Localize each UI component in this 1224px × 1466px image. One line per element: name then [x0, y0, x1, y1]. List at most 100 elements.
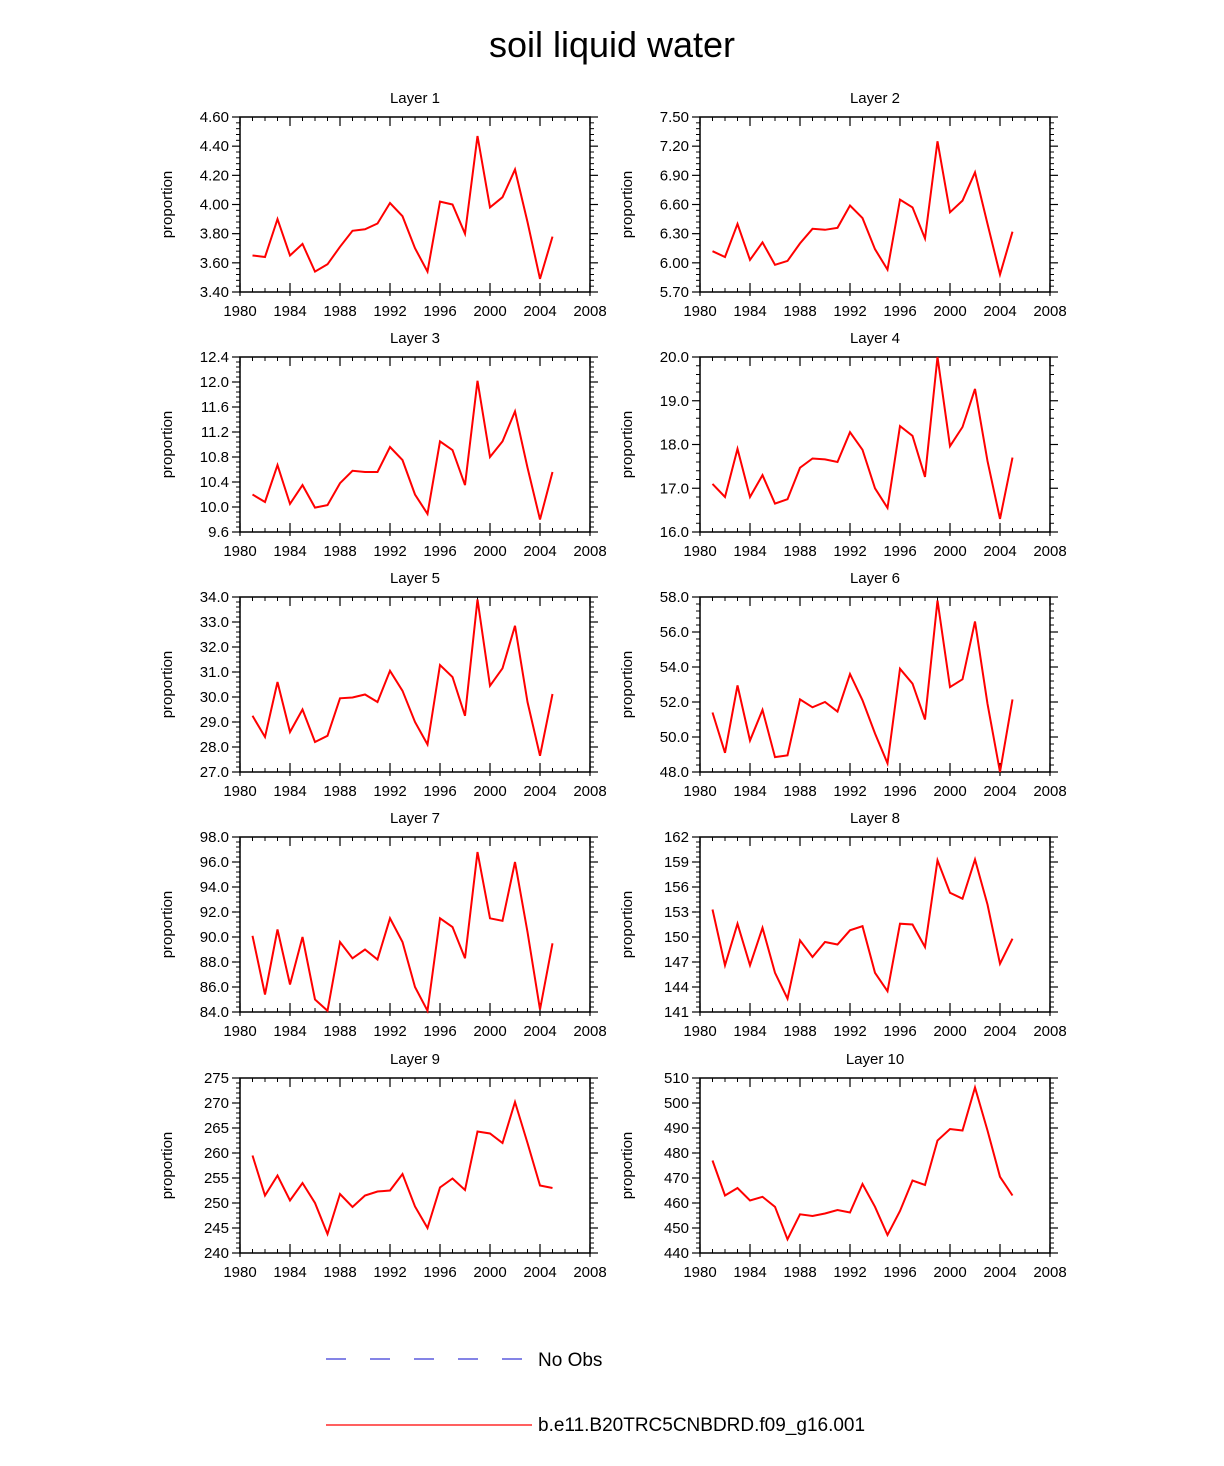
y-axis-label: proportion [619, 171, 636, 239]
x-tick-label: 1988 [323, 1264, 356, 1281]
y-tick-label: 52.0 [660, 694, 689, 711]
y-tick-label: 20.0 [660, 349, 689, 366]
x-tick-label: 1996 [883, 783, 916, 800]
x-tick-label: 2000 [933, 1264, 966, 1281]
x-tick-label: 1996 [423, 783, 456, 800]
panel-layer-9: Layer 9 proportion 1980 1984 1988 1992 1996 200… [159, 1051, 607, 1281]
y-axis-label: proportion [159, 1132, 176, 1200]
x-tick-label: 1984 [733, 543, 766, 560]
x-tick-label: 1984 [733, 1023, 766, 1040]
x-tick-label: 2004 [523, 1264, 556, 1281]
x-tick-label: 1992 [833, 1264, 866, 1281]
x-tick-label: 1992 [373, 303, 406, 320]
y-tick-label: 90.0 [200, 929, 229, 946]
x-tick-label: 2000 [933, 543, 966, 560]
x-tick-label: 2000 [473, 1023, 506, 1040]
y-tick-label: 54.0 [660, 659, 689, 676]
series-line-model [711, 1083, 1014, 1242]
y-tick-label: 10.8 [200, 449, 229, 466]
series-line-model [251, 599, 554, 757]
y-tick-label: 17.0 [660, 480, 689, 497]
x-tick-label: 1996 [423, 303, 456, 320]
x-tick-label: 1984 [733, 783, 766, 800]
y-tick-label: 490 [664, 1120, 689, 1137]
y-tick-label: 33.0 [200, 614, 229, 631]
panel-layer-3: Layer 3 proportion 1980 1984 1988 1992 1996 200… [159, 330, 607, 560]
y-tick-label: 32.0 [200, 639, 229, 656]
plot-frame [239, 1077, 591, 1254]
panel-title: Layer 9 [390, 1051, 440, 1068]
legend: No Obs b.e11.B20TRC5CNBDRD.f09_g16.001 [326, 1350, 865, 1436]
x-tick-label: 1996 [423, 543, 456, 560]
y-tick-label: 12.4 [200, 349, 229, 366]
x-tick-label: 2000 [473, 1264, 506, 1281]
x-tick-label: 1984 [273, 783, 306, 800]
y-tick-label: 92.0 [200, 904, 229, 921]
panel-title: Layer 8 [850, 810, 900, 827]
plot-frame [699, 836, 1051, 1013]
y-tick-label: 56.0 [660, 624, 689, 641]
y-tick-label: 7.50 [660, 109, 689, 126]
y-tick-label: 10.0 [200, 499, 229, 516]
x-tick-label: 1984 [273, 303, 306, 320]
x-tick-label: 2004 [983, 543, 1016, 560]
y-tick-label: 4.60 [200, 109, 229, 126]
y-tick-label: 500 [664, 1095, 689, 1112]
y-tick-label: 6.30 [660, 226, 689, 243]
x-tick-label: 2008 [573, 543, 606, 560]
x-tick-label: 1980 [683, 303, 716, 320]
x-tick-label: 1988 [323, 303, 356, 320]
y-tick-label: 4.20 [200, 167, 229, 184]
panels: Layer 1 proportion 1980 1984 1988 1992 1996 200… [159, 90, 1067, 1281]
legend-model-label: b.e11.B20TRC5CNBDRD.f09_g16.001 [538, 1415, 865, 1436]
x-tick-label: 2000 [933, 303, 966, 320]
x-tick-label: 2004 [523, 543, 556, 560]
x-tick-label: 1992 [833, 543, 866, 560]
y-tick-label: 3.80 [200, 226, 229, 243]
panel-title: Layer 5 [390, 570, 440, 587]
x-tick-label: 1992 [373, 1264, 406, 1281]
y-tick-label: 12.0 [200, 374, 229, 391]
x-tick-label: 1980 [223, 303, 256, 320]
y-tick-label: 255 [204, 1170, 229, 1187]
y-axis-label: proportion [159, 411, 176, 479]
x-tick-label: 2008 [573, 1264, 606, 1281]
y-tick-label: 3.40 [200, 284, 229, 301]
panel-title: Layer 4 [850, 330, 900, 347]
x-tick-label: 1992 [373, 543, 406, 560]
y-tick-label: 9.6 [208, 524, 229, 541]
x-tick-label: 1988 [323, 543, 356, 560]
x-tick-label: 2000 [933, 1023, 966, 1040]
x-tick-label: 2000 [473, 783, 506, 800]
y-tick-label: 480 [664, 1145, 689, 1162]
y-tick-label: 6.60 [660, 197, 689, 214]
x-tick-label: 1980 [223, 1264, 256, 1281]
y-tick-label: 50.0 [660, 729, 689, 746]
y-tick-label: 16.0 [660, 524, 689, 541]
y-tick-label: 86.0 [200, 979, 229, 996]
panel-title: Layer 6 [850, 570, 900, 587]
x-tick-label: 1996 [423, 1023, 456, 1040]
y-tick-label: 34.0 [200, 589, 229, 606]
y-tick-label: 460 [664, 1195, 689, 1212]
y-tick-label: 6.00 [660, 255, 689, 272]
x-tick-label: 2000 [473, 303, 506, 320]
x-tick-label: 2008 [1033, 303, 1066, 320]
series-line-model [252, 135, 554, 280]
x-tick-label: 1992 [833, 1023, 866, 1040]
x-tick-label: 2004 [523, 783, 556, 800]
y-tick-label: 29.0 [200, 714, 229, 731]
x-tick-label: 1996 [883, 303, 916, 320]
plot-frame [699, 596, 1051, 773]
panel-title: Layer 1 [390, 90, 440, 107]
series-line-model [251, 851, 554, 1015]
x-tick-label: 2008 [1033, 543, 1066, 560]
y-tick-label: 31.0 [200, 664, 229, 681]
x-tick-label: 1992 [833, 303, 866, 320]
panel-layer-4: Layer 4 proportion 1980 1984 1988 1992 1996 200… [619, 330, 1067, 560]
x-tick-label: 2004 [983, 303, 1016, 320]
x-tick-label: 1980 [223, 783, 256, 800]
x-tick-label: 1988 [783, 543, 816, 560]
